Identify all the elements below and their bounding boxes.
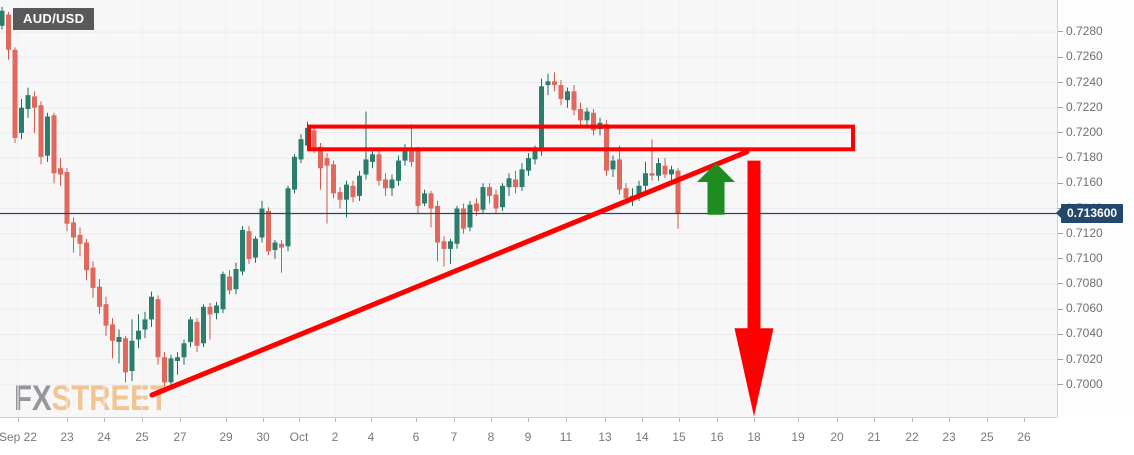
price-chart[interactable]: FXSTREET AUD/USD — [0, 0, 1057, 417]
red-down-arrow — [734, 160, 774, 417]
price-axis-label: 0.7020 — [1058, 352, 1103, 367]
price-axis-tick — [1058, 333, 1063, 335]
symbol-badge: AUD/USD — [13, 8, 95, 30]
resistance-zone-box — [307, 124, 855, 152]
time-axis-tick — [679, 418, 680, 422]
time-axis-label: 23 — [942, 430, 956, 444]
time-axis-tick — [642, 418, 643, 422]
time-axis-tick — [142, 418, 143, 422]
time-axis-tick — [717, 418, 718, 422]
price-axis-label: 0.7180 — [1058, 150, 1103, 165]
time-axis-label: 25 — [980, 430, 994, 444]
price-axis-label: 0.7260 — [1058, 49, 1103, 64]
time-axis-tick — [454, 418, 455, 422]
price-axis-tick — [1058, 258, 1063, 260]
time-axis-label: 24 — [97, 430, 111, 444]
time-axis-label: 9 — [524, 430, 532, 444]
drawing-annotations[interactable] — [149, 124, 855, 417]
time-axis-label: 21 — [867, 430, 881, 444]
time-axis-tick — [491, 418, 492, 422]
time-axis-label: 22 — [905, 430, 919, 444]
current-price-badge: 0.713600 — [1055, 203, 1124, 223]
time-axis-label: 8 — [487, 430, 495, 444]
time-axis-tick — [1024, 418, 1025, 422]
price-axis-label: 0.7160 — [1058, 175, 1103, 190]
price-axis-tick — [1058, 182, 1063, 184]
time-axis-tick — [299, 418, 300, 422]
time-axis-tick — [226, 418, 227, 422]
price-axis-tick — [1058, 132, 1063, 134]
time-axis-label: 30 — [256, 430, 270, 444]
time-axis-label: 26 — [1017, 430, 1031, 444]
plot-svg — [0, 6, 1057, 417]
price-axis-label: 0.7120 — [1058, 226, 1103, 241]
time-axis-tick — [949, 418, 950, 422]
time-axis-label: 19 — [791, 430, 805, 444]
time-axis-label: 29 — [219, 430, 233, 444]
time-axis-tick — [18, 418, 19, 422]
current-price-value: 0.713600 — [1067, 205, 1118, 220]
time-axis-label: 6 — [412, 430, 420, 444]
price-axis-tick — [1058, 308, 1063, 310]
time-axis-label: 14 — [635, 430, 649, 444]
time-axis-label: 13 — [598, 430, 612, 444]
candles-layer — [0, 6, 681, 388]
price-axis-label: 0.7280 — [1058, 24, 1103, 39]
time-axis-tick — [180, 418, 181, 422]
time-axis-label: 23 — [60, 430, 74, 444]
time-axis-tick — [754, 418, 755, 422]
time-axis-label: Sep 22 — [0, 430, 38, 444]
time-axis-tick — [912, 418, 913, 422]
price-axis-tick — [1058, 233, 1063, 235]
price-axis-tick — [1058, 157, 1063, 159]
price-axis-tick — [1058, 107, 1063, 109]
time-axis-tick — [566, 418, 567, 422]
time-axis-label: 18 — [747, 430, 761, 444]
time-axis-tick — [263, 418, 264, 422]
time-axis-tick — [104, 418, 105, 422]
price-axis-label: 0.7200 — [1058, 125, 1103, 140]
green-up-arrow — [697, 163, 735, 215]
time-axis-tick — [416, 418, 417, 422]
time-axis-tick — [987, 418, 988, 422]
price-axis-label: 0.7220 — [1058, 100, 1103, 115]
price-axis-tick — [1058, 31, 1063, 33]
price-axis-tick — [1058, 81, 1063, 83]
time-axis-label: 20 — [830, 430, 844, 444]
time-axis-label: 27 — [173, 430, 187, 444]
price-axis-label: 0.7040 — [1058, 326, 1103, 341]
ascending-trendline — [149, 149, 750, 398]
price-axis-tick — [1058, 359, 1063, 360]
time-axis-tick — [67, 418, 68, 422]
time-axis-label: 7 — [450, 430, 458, 444]
time-axis-tick — [798, 418, 799, 422]
price-axis-tick — [1058, 384, 1063, 386]
time-axis-tick — [528, 418, 529, 422]
price-axis-tick — [1058, 56, 1063, 58]
symbol-badge-label: AUD/USD — [23, 11, 85, 26]
time-axis-label: 11 — [559, 430, 573, 444]
price-axis-label: 0.7100 — [1058, 251, 1103, 266]
price-axis-label: 0.7060 — [1058, 301, 1103, 316]
time-axis-label: 4 — [367, 430, 375, 444]
price-axis-label: 0.7000 — [1058, 377, 1103, 392]
time-axis-tick — [605, 418, 606, 422]
time-axis-label: 15 — [672, 430, 686, 444]
price-axis-label: 0.7240 — [1058, 75, 1103, 90]
time-axis-tick — [335, 418, 336, 422]
price-axis-tick — [1058, 283, 1063, 285]
time-axis-tick — [837, 418, 838, 422]
time-axis[interactable]: Sep 22 23 24 25 27 29 30 Oct 2 4 6 7 8 9 11 13 14 15 16 18 1… — [0, 417, 1057, 455]
price-axis-label: 0.7080 — [1058, 276, 1103, 291]
time-axis-label: 25 — [135, 430, 149, 444]
price-axis[interactable]: 0.713600 0.7280 0.7260 0.7240 0.7220 0.7200 0… — [1055, 0, 1134, 417]
time-axis-label: 2 — [331, 430, 339, 444]
time-axis-tick — [874, 418, 875, 422]
time-axis-tick — [371, 418, 372, 422]
time-axis-label: Oct — [289, 430, 309, 444]
time-axis-label: 16 — [710, 430, 724, 444]
